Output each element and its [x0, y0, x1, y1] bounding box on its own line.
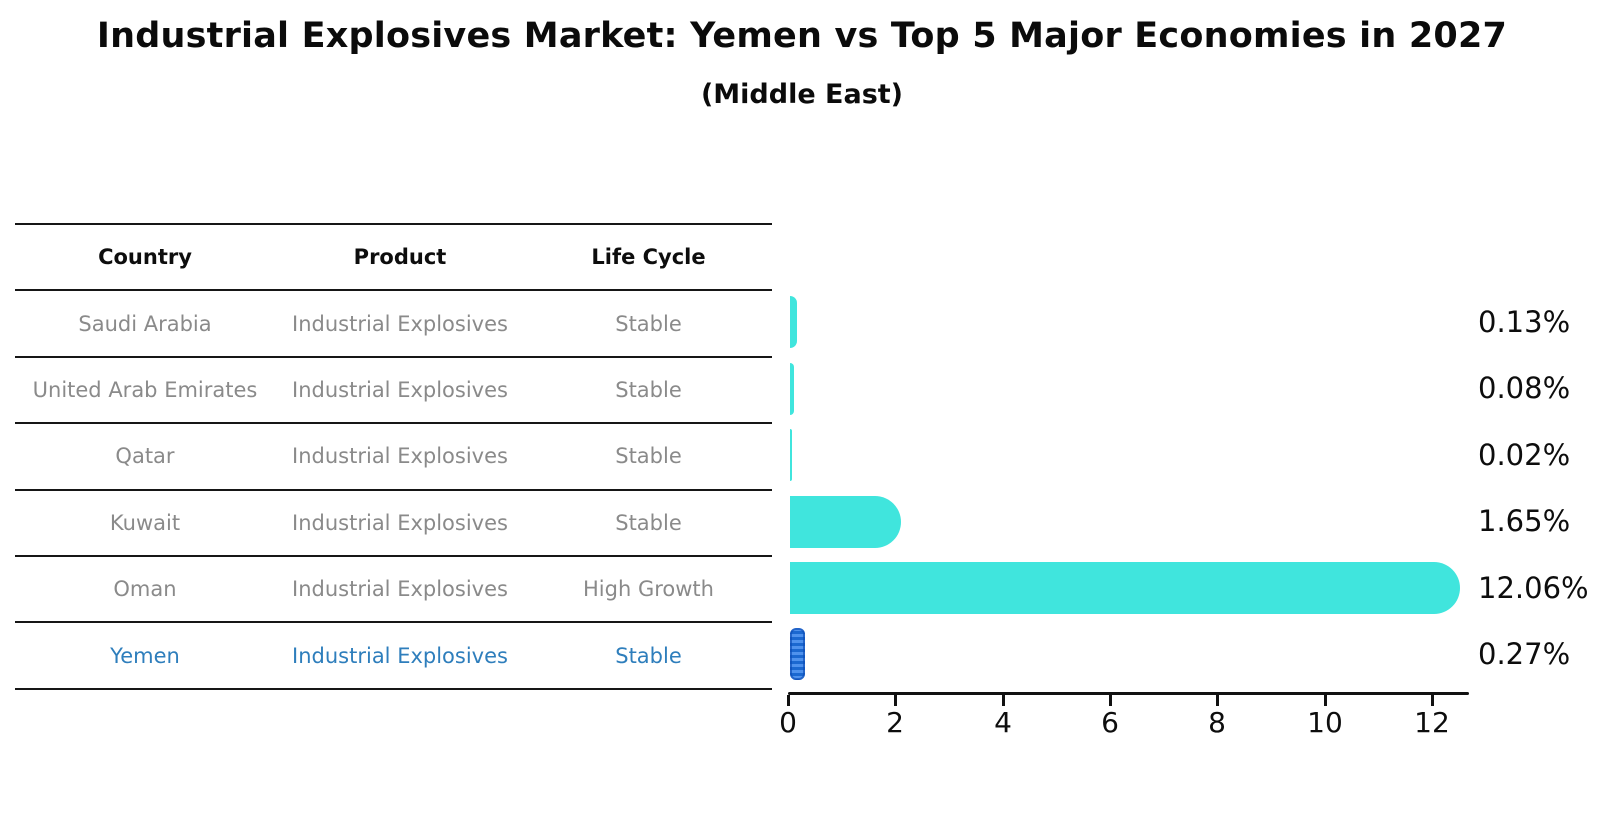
cell-life-cycle: Stable — [615, 510, 682, 535]
table-row: Qatar Industrial Explosives Stable — [15, 422, 772, 488]
cell-life-cycle: High Growth — [583, 577, 714, 602]
cell-country: Oman — [113, 577, 177, 602]
bar-united-arab-emirates — [790, 362, 795, 415]
value-label: 0.02% — [1478, 438, 1571, 472]
cell-country: Qatar — [115, 444, 175, 469]
cell-product: Industrial Explosives — [292, 377, 508, 402]
cell-life-cycle: Stable — [615, 444, 682, 469]
table-row: Kuwait Industrial Explosives Stable — [15, 488, 772, 555]
x-tick — [1002, 695, 1005, 706]
country-info-table: Country Product Life Cycle Saudi Arabia … — [15, 223, 772, 690]
header-country: Country — [98, 245, 192, 270]
cell-product: Industrial Explosives — [292, 510, 508, 535]
cell-life-cycle: Stable — [615, 311, 682, 336]
cell-life-cycle: Stable — [615, 643, 682, 668]
bar-yemen — [790, 628, 805, 681]
x-axis-line — [788, 692, 1469, 695]
value-label: 0.13% — [1478, 305, 1571, 339]
value-label: 1.65% — [1478, 504, 1571, 538]
bar-oman — [790, 562, 1460, 614]
chart-subtitle: (Middle East) — [700, 79, 904, 110]
x-tick — [1324, 695, 1327, 706]
cell-country: Saudi Arabia — [78, 311, 212, 336]
value-label: 12.06% — [1478, 571, 1589, 605]
x-tick — [787, 695, 790, 706]
cell-life-cycle: Stable — [615, 377, 682, 402]
bar-qatar — [790, 429, 792, 482]
bar-kuwait — [790, 495, 901, 548]
x-tick-label: 4 — [994, 706, 1012, 739]
table-row: Saudi Arabia Industrial Explosives Stabl… — [15, 289, 772, 355]
cell-product: Industrial Explosives — [292, 311, 508, 336]
cell-country: Kuwait — [109, 510, 181, 535]
value-label: 0.08% — [1478, 371, 1571, 405]
header-life-cycle: Life Cycle — [591, 245, 706, 270]
x-tick-label: 10 — [1307, 706, 1343, 739]
cell-product: Industrial Explosives — [292, 643, 508, 668]
cell-product: Industrial Explosives — [292, 444, 508, 469]
cell-country: United Arab Emirates — [32, 377, 258, 402]
x-tick — [1431, 695, 1434, 706]
x-tick — [1216, 695, 1219, 706]
chart-title: Industrial Explosives Market: Yemen vs T… — [96, 16, 1508, 56]
cell-country: Yemen — [110, 643, 180, 668]
bar-saudi-arabia — [790, 296, 797, 349]
x-tick — [894, 695, 897, 706]
x-tick-label: 0 — [779, 706, 797, 739]
header-product: Product — [353, 245, 447, 270]
x-tick-label: 2 — [886, 706, 904, 739]
table-row: Yemen Industrial Explosives Stable — [15, 621, 772, 687]
x-tick-label: 8 — [1208, 706, 1226, 739]
table-row: Oman Industrial Explosives High Growth — [15, 554, 772, 621]
table-row: United Arab Emirates Industrial Explosiv… — [15, 355, 772, 422]
x-tick-label: 6 — [1101, 706, 1119, 739]
x-tick — [1109, 695, 1112, 706]
table-header-row: Country Product Life Cycle — [15, 223, 772, 289]
x-tick-label: 12 — [1414, 706, 1450, 739]
cell-product: Industrial Explosives — [292, 577, 508, 602]
value-label: 0.27% — [1478, 637, 1571, 671]
